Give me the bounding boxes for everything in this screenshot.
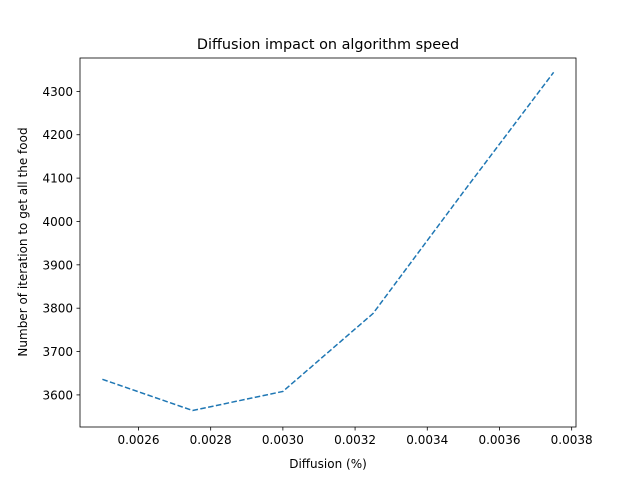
x-tick-label: 0.0026: [117, 433, 159, 447]
y-tick-label: 4200: [42, 128, 73, 142]
y-tick-label: 4100: [42, 172, 73, 186]
y-tick-label: 4000: [42, 215, 73, 229]
x-tick-label: 0.0038: [551, 433, 593, 447]
x-tick-label: 0.0032: [334, 433, 376, 447]
x-tick-label: 0.0034: [406, 433, 448, 447]
chart-title: Diffusion impact on algorithm speed: [197, 37, 459, 53]
plot-area: [79, 57, 577, 428]
y-tick-label: 3900: [42, 258, 73, 272]
x-tick-label: 0.0036: [478, 433, 520, 447]
y-axis-label: Number of iteration to get all the food: [16, 127, 30, 356]
y-tick-label: 3600: [42, 388, 73, 402]
series-group: [102, 71, 555, 412]
x-axis-label: Diffusion (%): [289, 457, 367, 471]
x-tick-label: 0.0028: [190, 433, 232, 447]
x-tick-label: 0.0030: [262, 433, 304, 447]
x-axis: 0.0026 0.0028 0.0030 0.0032 0.0034 0.0036 0.00…: [117, 427, 593, 447]
y-tick-label: 4300: [42, 85, 73, 99]
plot-frame: [79, 57, 577, 428]
series-line: [102, 71, 555, 412]
y-tick-label: 3800: [42, 302, 73, 316]
y-tick-label: 3700: [42, 345, 73, 359]
y-axis: 3600 3700 3800 3900 4000 4100 4200 4300: [42, 85, 80, 402]
